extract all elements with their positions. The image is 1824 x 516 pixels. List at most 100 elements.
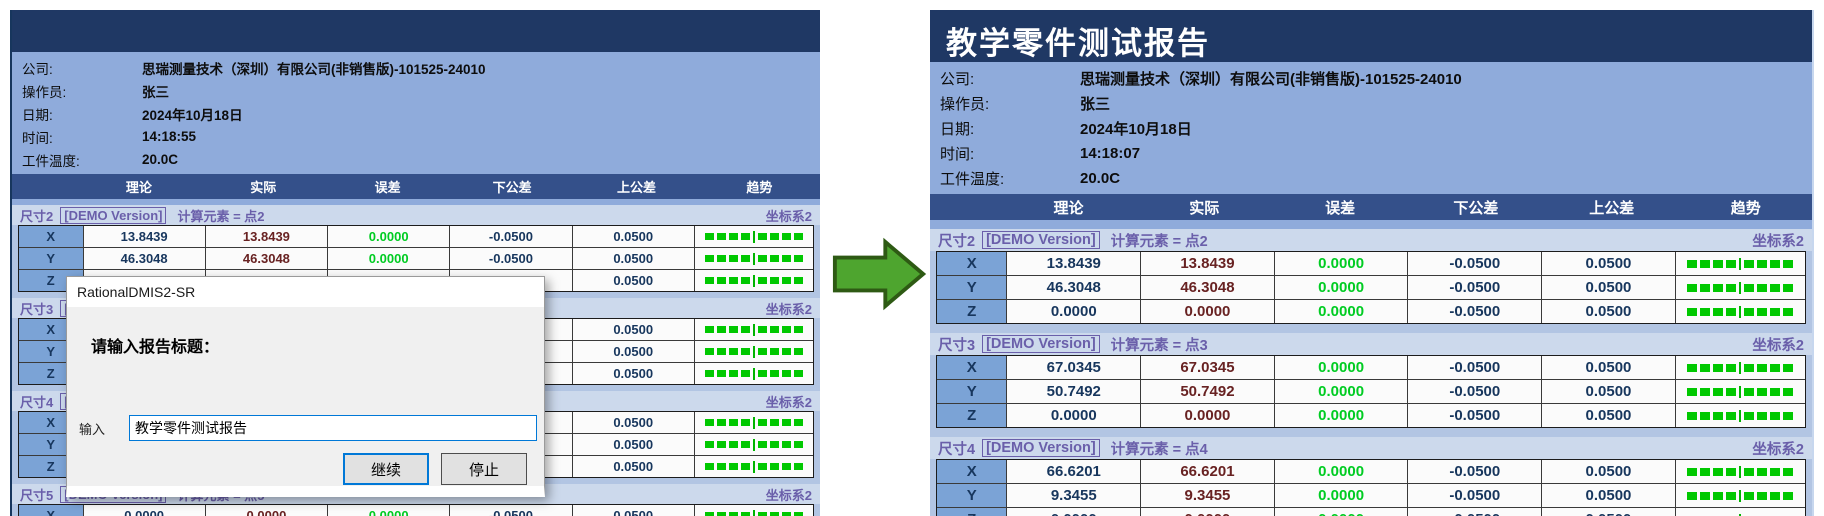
cell-error: 0.0000	[1273, 380, 1408, 403]
cell-upper-tolerance: 0.0500	[571, 226, 694, 247]
trend-bar-icon	[1687, 489, 1794, 502]
report-title-input[interactable]	[129, 415, 537, 441]
info-value: 20.0C	[142, 152, 179, 167]
col-header-lower-tolerance: 下公差	[492, 180, 532, 195]
trend-dash	[728, 463, 738, 470]
trend-dash	[1757, 411, 1768, 420]
cell-actual: 66.6201	[1140, 460, 1274, 483]
cell-axis: Y	[937, 380, 1007, 403]
trend-dash	[740, 277, 750, 284]
cell-error: 0.0000	[1273, 276, 1408, 299]
dialog-message: 请输入报告标题：	[91, 339, 220, 356]
trend-dash	[781, 348, 791, 355]
cell-upper-tolerance: 0.0500	[1541, 356, 1675, 379]
cell-theoretical: 0.0000	[82, 505, 205, 516]
info-label: 公司:	[940, 71, 975, 88]
trend-dash	[1783, 283, 1794, 292]
cell-upper-tolerance: 0.0500	[1541, 252, 1675, 275]
trend-bar-icon	[1687, 281, 1794, 294]
dialog-title-bar[interactable]: RationalDMIS2-SR	[67, 277, 544, 307]
trend-center-tick	[1739, 385, 1742, 398]
section-id: 尺寸4	[938, 441, 976, 458]
trend-dash	[1757, 491, 1768, 500]
trend-dash	[740, 370, 750, 377]
continue-button[interactable]: 继续	[343, 453, 429, 485]
col-header-theoretical: 理论	[1053, 199, 1084, 217]
trend-dash	[704, 277, 714, 284]
cell-trend	[693, 434, 813, 455]
trend-dash	[781, 233, 791, 240]
trend-dash	[1744, 491, 1755, 500]
trend-bar-icon	[1687, 385, 1794, 398]
trend-bar-icon	[704, 367, 803, 380]
trend-dash	[716, 441, 726, 448]
trend-dash	[704, 441, 714, 448]
dimension-sections: 尺寸2 [DEMO Version] 计算元素 = 点2 坐标系2 X 13.8439 13…	[930, 229, 1812, 516]
cell-theoretical: 67.0345	[1006, 356, 1140, 379]
green-right-arrow-icon	[832, 237, 927, 311]
cell-axis: X	[19, 505, 83, 516]
section-id: 尺寸5	[20, 487, 54, 503]
trend-dash	[1783, 411, 1794, 420]
info-value: 思瑞测量技术（深圳）有限公司(非销售版)-101525-24010	[1080, 71, 1462, 88]
trend-dash	[781, 370, 791, 377]
info-row: 工件温度: 20.0C	[930, 166, 1812, 191]
trend-dash	[1713, 491, 1724, 500]
trend-dash	[781, 512, 791, 516]
trend-dash	[728, 277, 738, 284]
report-title-band	[12, 10, 820, 52]
trend-dash	[1770, 387, 1781, 396]
measurement-table: X0.00000.00000.0000-0.05000.0500Y0.00000…	[18, 504, 814, 516]
info-row: 日期: 2024年10月18日	[930, 116, 1812, 141]
col-header-error: 误差	[1325, 199, 1356, 217]
cell-theoretical: 66.6201	[1006, 460, 1140, 483]
cell-theoretical: 13.8439	[1006, 252, 1140, 275]
info-value: 14:18:07	[1080, 145, 1141, 162]
cell-lower-tolerance: -0.0500	[449, 226, 571, 247]
col-header-actual: 实际	[1189, 199, 1220, 217]
cell-lower-tolerance: -0.0500	[1407, 460, 1541, 483]
trend-dash	[769, 463, 779, 470]
trend-dash	[781, 255, 791, 262]
trend-center-tick	[1739, 281, 1742, 294]
cell-error: 0.0000	[1273, 252, 1408, 275]
cell-upper-tolerance: 0.0500	[571, 248, 694, 269]
info-value: 20.0C	[1080, 170, 1121, 187]
cell-lower-tolerance: -0.0500	[1407, 404, 1541, 427]
trend-dash	[728, 512, 738, 516]
report-info-block: 公司: 思瑞测量技术（深圳）有限公司(非销售版)-101525-24010 操作员:…	[12, 52, 820, 171]
stop-button[interactable]: 停止	[441, 453, 527, 485]
cell-theoretical: 50.7492	[1006, 380, 1140, 403]
trend-center-tick	[752, 230, 755, 243]
cell-trend	[693, 505, 813, 516]
trend-center-tick	[752, 460, 755, 473]
trend-dash	[704, 370, 714, 377]
cell-axis: X	[937, 252, 1007, 275]
cell-trend	[693, 226, 813, 247]
trend-dash	[793, 233, 803, 240]
trend-dash	[740, 233, 750, 240]
trend-dash	[728, 370, 738, 377]
trend-dash	[704, 512, 714, 516]
demo-version-tag: [DEMO Version]	[982, 335, 1100, 353]
trend-dash	[716, 463, 726, 470]
table-column-header-row: 理论 实际 误差 下公差 上公差 趋势	[930, 194, 1812, 220]
trend-bar-icon	[704, 345, 803, 358]
cell-lower-tolerance: -0.0500	[449, 248, 571, 269]
info-label: 工件温度:	[940, 171, 1005, 188]
cell-error: 0.0000	[1273, 460, 1408, 483]
trend-dash	[1726, 467, 1737, 476]
trend-bar-icon	[704, 274, 803, 287]
cell-trend	[693, 363, 813, 384]
cell-upper-tolerance: 0.0500	[571, 270, 694, 291]
cell-theoretical: 46.3048	[82, 248, 205, 269]
cell-trend	[693, 248, 813, 269]
trend-dash	[757, 348, 767, 355]
trend-dash	[757, 463, 767, 470]
trend-dash	[1770, 363, 1781, 372]
report-title-dialog: RationalDMIS2-SR 请输入报告标题： 输入 继续 停止	[66, 276, 545, 497]
trend-dash	[1700, 363, 1711, 372]
table-row: Y 46.3048 46.3048 0.0000 -0.0500 0.0500	[937, 275, 1805, 299]
cell-lower-tolerance: -0.0500	[449, 505, 571, 516]
cell-theoretical: 0.0000	[1006, 300, 1140, 323]
